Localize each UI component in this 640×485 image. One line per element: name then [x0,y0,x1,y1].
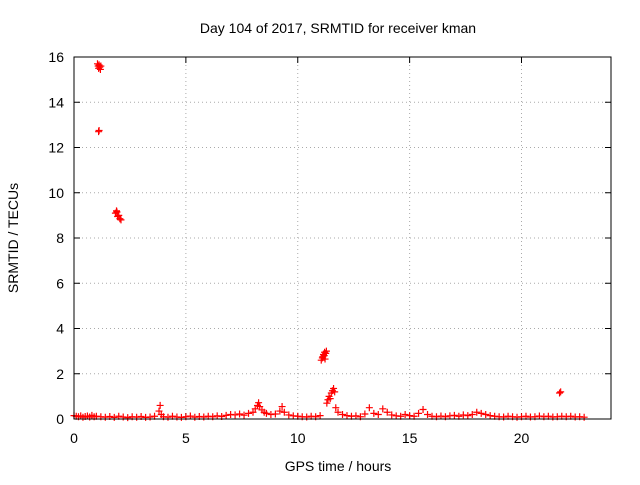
data-point [316,412,324,420]
y-tick-label: 16 [48,49,64,65]
data-point [388,411,396,419]
data-point [330,384,338,392]
data-point [326,395,334,403]
x-tick-label: 5 [182,430,190,446]
data-point [323,399,331,407]
data-point [124,414,132,422]
data-point [321,355,329,363]
data-point [236,410,244,418]
data-point [415,409,423,417]
data-point [383,408,391,416]
data-point [401,410,409,418]
y-tick-label: 0 [56,411,64,427]
chart-title: Day 104 of 2017, SRMTID for receiver kma… [200,20,476,36]
y-tick-label: 4 [56,321,64,337]
data-point [450,411,458,419]
y-tick-label: 8 [56,230,64,246]
x-axis-label: GPS time / hours [285,458,392,474]
data-point [113,208,121,216]
data-point [343,412,351,420]
data-point [285,411,293,419]
data-point [95,127,103,135]
data-point [156,401,164,409]
data-point [240,411,248,419]
data-point [473,408,481,416]
grid-lines [74,57,611,419]
y-tick-label: 2 [56,366,64,382]
data-point [262,409,270,417]
data-point [374,410,382,418]
data-point [97,62,105,70]
data-point [437,412,445,420]
data-point [177,413,185,421]
data-point [361,410,369,418]
axis-ticks: 0 5 10 15 20 0 2 4 6 8 10 12 14 16 [48,49,611,446]
data-point [477,409,485,417]
data-point [459,411,467,419]
data-point [101,413,109,421]
data-point [133,413,141,421]
y-axis-label: SRMTID / TECUs [5,183,21,293]
data-point [186,412,194,420]
data-point [255,399,263,407]
data-point [271,410,279,418]
data-point [406,412,414,420]
data-point [245,409,253,417]
y-tick-label: 12 [48,140,64,156]
data-point [352,412,360,420]
data-point [231,411,239,419]
data-point [464,412,472,420]
data-point [580,413,588,421]
data-point [110,413,118,421]
x-tick-label: 10 [290,430,306,446]
data-point [116,215,124,223]
data-point [365,404,373,412]
data-point [334,408,342,416]
data-point [482,410,490,418]
data-point [331,388,339,396]
data-point [468,410,476,418]
data-point [370,409,378,417]
y-tick-label: 14 [48,94,64,110]
data-point [276,407,284,415]
x-tick-label: 15 [402,430,418,446]
data-point [332,404,340,412]
data-point [191,413,199,421]
data-point [486,412,494,420]
y-tick-label: 6 [56,275,64,291]
data-point [280,408,288,416]
data-point [278,403,286,411]
data-point [556,389,564,397]
data-point [424,410,432,418]
x-tick-label: 0 [70,430,78,446]
data-point [164,413,172,421]
x-tick-label: 20 [514,430,530,446]
data-point [339,410,346,418]
data-point [557,388,565,396]
y-tick-label: 10 [48,185,64,201]
data-point [379,405,387,413]
data-point [535,412,543,420]
data-point [419,405,427,413]
plot-frame [73,56,612,420]
data-point [213,412,221,420]
data-point [222,411,230,419]
data-points [70,60,588,422]
data-point [322,347,330,355]
data-point [117,216,125,224]
